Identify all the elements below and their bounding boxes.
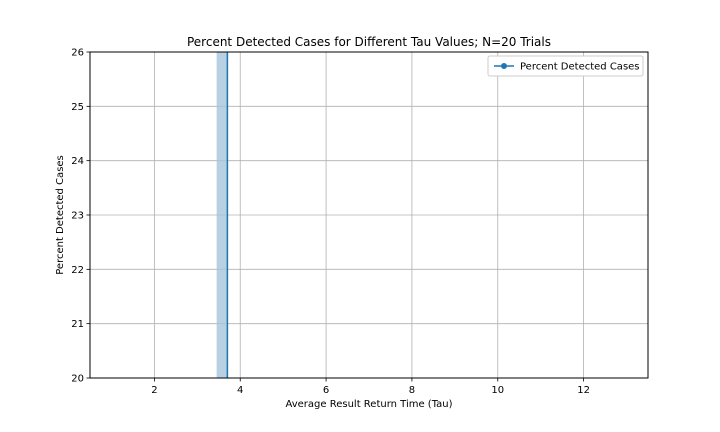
chart-title: Percent Detected Cases for Different Tau…: [187, 35, 551, 49]
y-tick-label: 24: [71, 156, 84, 167]
legend-dot-marker: [501, 63, 507, 69]
x-tick-label: 12: [577, 385, 590, 396]
x-tick-label: 4: [237, 385, 243, 396]
series-error-band: [216, 52, 229, 378]
y-tick-label: 26: [71, 48, 84, 59]
x-tick-label: 6: [323, 385, 329, 396]
y-tick-label: 22: [71, 265, 84, 276]
y-tick-label: 25: [71, 102, 84, 113]
x-tick-label: 2: [151, 385, 157, 396]
legend-box: [487, 55, 644, 77]
x-axis-label: Average Result Return Time (Tau): [285, 399, 452, 410]
y-tick-label: 20: [71, 374, 84, 385]
x-tick-label: 8: [409, 385, 415, 396]
grid-lines: [90, 52, 648, 378]
legend-label: Percent Detected Cases: [520, 62, 640, 73]
legend: Percent Detected Cases: [487, 55, 644, 77]
y-axis-label: Percent Detected Cases: [55, 155, 66, 275]
y-tick-label: 21: [71, 319, 84, 330]
y-tick-label: 23: [71, 211, 84, 222]
plot-series: [216, 52, 229, 378]
x-tick-label: 10: [491, 385, 504, 396]
